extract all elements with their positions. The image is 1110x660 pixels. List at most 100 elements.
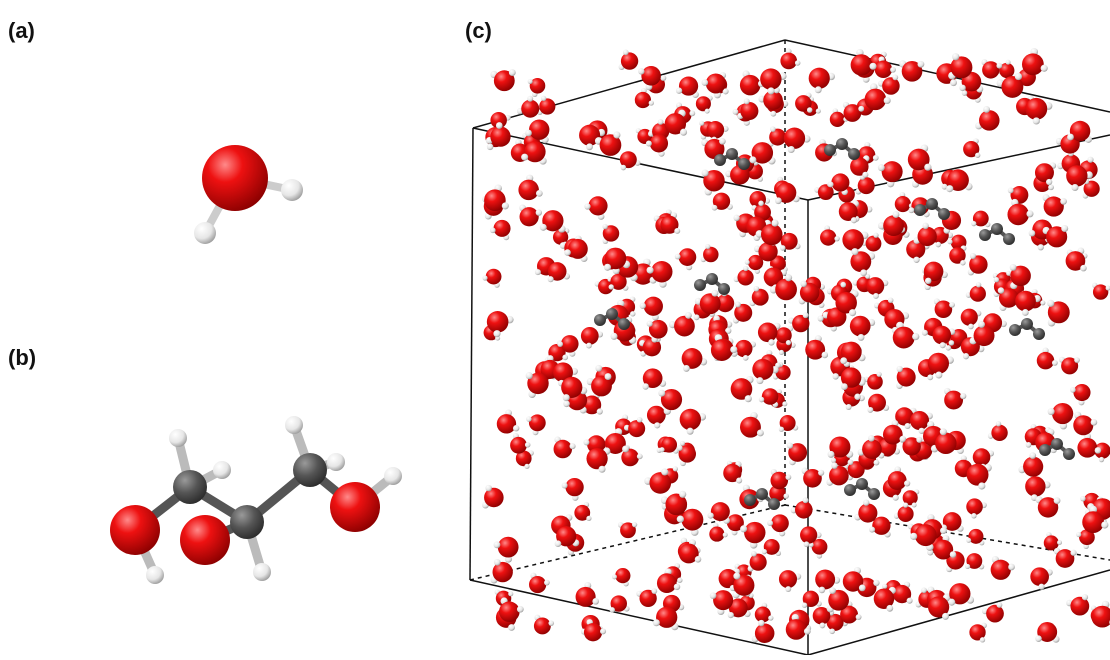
hydrogen-atom: [840, 357, 847, 364]
oxygen-atom: [490, 126, 510, 146]
hydrogen-atom: [687, 428, 694, 435]
hydrogen-atom: [595, 365, 602, 372]
hydrogen-atom: [831, 462, 838, 469]
hydrogen-atom: [557, 341, 563, 347]
carbon-atom: [1009, 324, 1021, 336]
hydrogen-atom: [854, 394, 860, 400]
hydrogen-atom: [1033, 117, 1040, 124]
hydrogen-atom: [680, 441, 685, 446]
hydrogen-atom: [733, 573, 740, 580]
hydrogen-atom: [868, 435, 874, 441]
hydrogen-atom: [1015, 73, 1022, 80]
oxygen-atom: [1023, 457, 1043, 477]
hydrogen-atom: [802, 603, 807, 608]
hydrogen-atom: [780, 245, 786, 251]
hydrogen-atom: [785, 586, 791, 592]
hydrogen-atom: [890, 67, 896, 73]
hydrogen-atom: [1040, 300, 1045, 305]
hydrogen-atom: [767, 520, 773, 526]
hydrogen-atom: [1071, 184, 1078, 191]
oxygen-atom: [529, 119, 549, 139]
oxygen-atom: [761, 224, 783, 246]
panel-label: (c): [465, 18, 492, 43]
hydrogen-atom: [710, 592, 717, 599]
hydrogen-atom: [978, 482, 985, 489]
carbon-atom: [706, 273, 718, 285]
hydrogen-atom: [544, 580, 550, 586]
hydrogen-atom: [536, 209, 542, 215]
hydrogen-atom: [983, 106, 990, 113]
hydrogen-atom: [583, 439, 589, 445]
hydrogen-atom: [873, 233, 878, 238]
carbon-atom: [756, 488, 768, 500]
carbon-atom: [618, 318, 630, 330]
hydrogen-atom: [918, 61, 925, 68]
oxygen-atom: [621, 52, 638, 69]
glycerol-molecule: [110, 416, 402, 584]
hydrogen-atom: [494, 559, 501, 566]
hydrogen-atom: [966, 538, 971, 543]
hydrogen-atom: [783, 493, 788, 498]
carbon-atom: [926, 198, 938, 210]
hydrogen-atom: [1010, 264, 1017, 271]
hydrogen-atom: [878, 164, 885, 171]
hydrogen-atom: [592, 598, 599, 605]
hydrogen-atom: [496, 122, 503, 129]
oxygen-atom: [711, 339, 733, 361]
hydrogen-atom: [540, 224, 547, 231]
hydrogen-atom: [658, 390, 665, 397]
hydrogen-atom: [899, 436, 906, 443]
hydrogen-atom: [1101, 521, 1108, 528]
hydrogen-atom: [677, 516, 684, 523]
hydrogen-atom: [910, 533, 917, 540]
hydrogen-atom: [1038, 584, 1044, 590]
hydrogen-atom: [705, 244, 710, 249]
hydrogen-atom: [916, 437, 922, 443]
hydrogen-atom: [751, 551, 757, 557]
oxygen-atom: [1015, 291, 1036, 312]
oxygen-atom: [895, 196, 911, 212]
hydrogen-atom: [949, 340, 955, 346]
hydrogen-atom: [740, 525, 747, 532]
hydrogen-atom: [907, 598, 913, 604]
hydrogen-atom: [1074, 357, 1080, 363]
hydrogen-atom: [948, 599, 955, 606]
hydrogen-atom: [513, 425, 519, 431]
hydrogen-atom: [653, 619, 660, 626]
hydrogen-atom: [1060, 198, 1067, 205]
hydrogen-atom: [749, 156, 756, 163]
hydrogen-atom: [873, 155, 879, 161]
hydrogen-atom: [968, 324, 974, 330]
hydrogen-atom: [1041, 65, 1048, 72]
hydrogen-atom: [877, 372, 882, 377]
hydrogen-atom: [584, 203, 590, 209]
oxygen-atom: [875, 61, 892, 78]
oxygen-atom: [641, 66, 661, 86]
hydrogen-atom: [950, 79, 957, 86]
oxygen-atom: [967, 464, 989, 486]
hydrogen-atom: [935, 372, 942, 379]
hydrogen-atom: [702, 169, 709, 176]
oxygen-atom: [628, 420, 645, 437]
oxygen-atom: [935, 433, 956, 454]
oxygen-atom: [635, 92, 651, 108]
page: (a) (b) (c): [0, 0, 1110, 655]
oxygen-atom: [973, 448, 991, 466]
oxygen-atom: [858, 503, 877, 522]
oxygen-atom: [521, 100, 539, 118]
hydrogen-atom: [913, 257, 919, 263]
hydrogen-atom: [892, 75, 898, 81]
oxygen-atom: [700, 293, 721, 314]
hydrogen-atom: [862, 172, 868, 178]
hydrogen-atom: [525, 442, 531, 448]
panel-label: (a): [8, 18, 35, 43]
oxygen-atom: [679, 76, 698, 95]
hydrogen-atom: [888, 298, 894, 304]
hydrogen-atom: [609, 284, 614, 289]
hydrogen-atom: [884, 97, 891, 104]
oxygen-atom: [1066, 165, 1087, 186]
hydrogen-atom: [673, 466, 678, 471]
oxygen-atom: [784, 128, 805, 149]
hydrogen-atom: [548, 276, 554, 282]
oxygen-atom: [649, 472, 671, 494]
